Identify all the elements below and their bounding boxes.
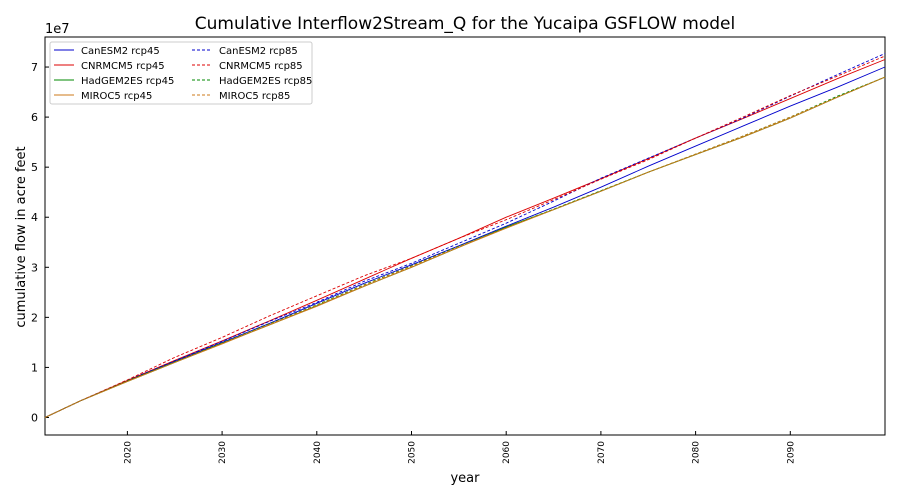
- x-ticks: 2020 2030 2040 2050 2060 2070 2080 2090: [123, 431, 796, 464]
- legend-entry: HadGEM2ES rcp85: [219, 76, 312, 87]
- y-tick-label: 5: [31, 161, 38, 174]
- y-axis-label: cumulative flow in acre feet: [14, 146, 29, 327]
- series-line-canesm2-rcp45: [44, 66, 886, 418]
- series-line-hadgem2es-rcp45: [44, 76, 886, 418]
- x-tick-label: 2040: [313, 441, 323, 464]
- x-tick-label: 2060: [502, 441, 512, 464]
- y-tick-label: 1: [31, 361, 38, 374]
- y-tick-label: 7: [31, 61, 38, 74]
- x-axis-label: year: [450, 471, 480, 486]
- plot-frame: [44, 36, 886, 436]
- series-lines: [44, 53, 886, 418]
- x-tick-label: 2020: [123, 441, 133, 464]
- legend-entry: CNRMCM5 rcp45: [81, 61, 165, 72]
- legend-entry: MIROC5 rcp45: [81, 91, 152, 102]
- legend-entry: CanESM2 rcp45: [81, 46, 160, 57]
- legend-entry: MIROC5 rcp85: [219, 91, 290, 102]
- x-tick-label: 2080: [692, 441, 702, 464]
- legend: CanESM2 rcp45 CNRMCM5 rcp45 HadGEM2ES rcp4…: [49, 41, 313, 105]
- x-tick-label: 2090: [786, 441, 796, 464]
- series-line-canesm2-rcp85: [44, 53, 886, 418]
- series-line-miroc5-rcp85: [44, 76, 886, 418]
- x-tick-label: 2030: [218, 441, 228, 464]
- series-line-miroc5-rcp45: [44, 76, 886, 418]
- legend-box: [49, 41, 313, 105]
- legend-entry: CanESM2 rcp85: [219, 46, 298, 57]
- y-tick-label: 2: [31, 311, 38, 324]
- x-tick-label: 2070: [597, 441, 607, 464]
- y-tick-label: 0: [31, 411, 38, 424]
- y-tick-label: 3: [31, 261, 38, 274]
- chart-title: Cumulative Interflow2Stream_Q for the Yu…: [195, 14, 735, 34]
- y-ticks: 0 1 2 3 4 5 6 7: [31, 61, 49, 424]
- series-line-cnrmcm5-rcp85: [44, 55, 886, 418]
- series-line-hadgem2es-rcp85: [44, 76, 886, 418]
- x-tick-label: 2050: [407, 441, 417, 464]
- legend-entry: CNRMCM5 rcp85: [219, 61, 303, 72]
- y-tick-label: 4: [31, 211, 38, 224]
- legend-entry: HadGEM2ES rcp45: [81, 76, 174, 87]
- y-axis-multiplier: 1e7: [45, 22, 70, 37]
- y-tick-label: 6: [31, 111, 38, 124]
